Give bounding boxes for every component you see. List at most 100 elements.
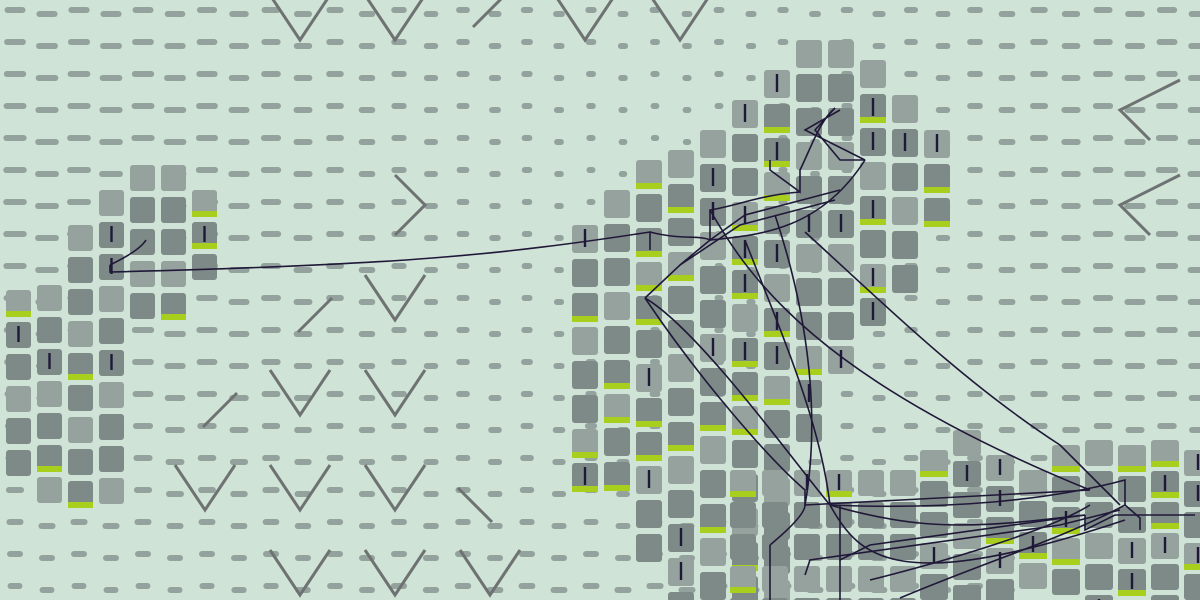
- block: [892, 163, 918, 191]
- dot: [1124, 139, 1146, 145]
- tick-mark: [743, 342, 747, 360]
- dot: [618, 171, 628, 177]
- tick-mark: [807, 384, 811, 402]
- accent-bar: [572, 452, 598, 458]
- dot: [358, 523, 376, 529]
- block: [6, 418, 31, 444]
- dot: [456, 7, 470, 13]
- accent-bar: [920, 471, 948, 477]
- dot: [166, 491, 184, 497]
- dot: [133, 455, 153, 461]
- dot: [553, 43, 565, 49]
- block: [730, 470, 756, 496]
- dot: [293, 171, 313, 177]
- dot: [293, 139, 313, 145]
- block: [161, 165, 186, 191]
- dot: [935, 11, 951, 17]
- dot: [1030, 7, 1048, 13]
- block: [1184, 543, 1200, 569]
- dot: [326, 199, 344, 205]
- dot: [456, 71, 470, 77]
- block: [636, 500, 662, 528]
- block: [572, 327, 598, 355]
- dot: [489, 267, 501, 273]
- dot: [967, 359, 983, 365]
- accent-bar: [1151, 461, 1179, 467]
- accent-bar: [192, 243, 217, 249]
- dot: [39, 555, 55, 561]
- dot: [489, 171, 501, 177]
- accent-bar: [1151, 492, 1179, 498]
- dot: [456, 391, 470, 397]
- tick-mark: [1130, 573, 1134, 589]
- dot: [358, 491, 376, 497]
- dot: [714, 295, 724, 301]
- block: [99, 446, 124, 472]
- dot: [967, 231, 983, 237]
- dot: [35, 75, 59, 81]
- dot: [1157, 423, 1177, 429]
- dot: [423, 459, 439, 465]
- block: [37, 477, 62, 503]
- accent-bar: [1118, 466, 1146, 472]
- dot: [1030, 327, 1048, 333]
- block: [668, 422, 694, 450]
- block: [828, 278, 854, 306]
- block: [920, 450, 948, 476]
- tick-mark: [110, 258, 113, 274]
- chevron-down-icon: [651, 0, 709, 43]
- dot: [585, 39, 597, 45]
- dot: [520, 423, 534, 429]
- block: [700, 300, 726, 328]
- block: [99, 382, 124, 408]
- block: [37, 317, 62, 343]
- dot: [231, 587, 247, 593]
- dot: [614, 587, 632, 593]
- dot: [1030, 391, 1048, 397]
- block: [668, 320, 694, 348]
- dot: [617, 11, 629, 17]
- dot: [614, 555, 632, 561]
- dot: [456, 359, 470, 365]
- dot: [903, 7, 919, 13]
- dot: [67, 167, 91, 173]
- tick-mark: [871, 132, 875, 150]
- dot: [260, 231, 282, 237]
- block: [68, 481, 93, 507]
- dot: [131, 327, 155, 333]
- chevron-up-left-icon: [201, 391, 239, 429]
- accent-bar: [572, 486, 598, 492]
- dot: [1061, 395, 1081, 401]
- dot: [488, 395, 502, 401]
- block: [1085, 564, 1113, 590]
- dot: [1029, 263, 1049, 269]
- dot: [326, 455, 344, 461]
- dot: [391, 135, 407, 141]
- block: [37, 285, 62, 311]
- block: [6, 354, 31, 380]
- dot: [1187, 235, 1200, 241]
- dot: [967, 455, 983, 461]
- dot: [935, 299, 951, 305]
- block: [668, 286, 694, 314]
- block: [668, 592, 694, 600]
- dot: [196, 103, 218, 109]
- dot: [103, 587, 119, 593]
- block: [828, 108, 854, 136]
- dot: [456, 167, 470, 173]
- dot: [935, 267, 951, 273]
- chevron-down-icon: [363, 274, 427, 323]
- block: [636, 262, 662, 290]
- wire: [644, 297, 806, 505]
- tick-mark: [965, 465, 969, 481]
- dot: [390, 551, 408, 557]
- dot: [1092, 231, 1114, 237]
- dot: [293, 11, 313, 17]
- chevron-down-icon: [268, 464, 332, 513]
- dot: [553, 75, 565, 81]
- dot: [1061, 107, 1081, 113]
- dot: [617, 43, 629, 49]
- dot: [261, 423, 281, 429]
- dot: [935, 395, 951, 401]
- block: [161, 293, 186, 319]
